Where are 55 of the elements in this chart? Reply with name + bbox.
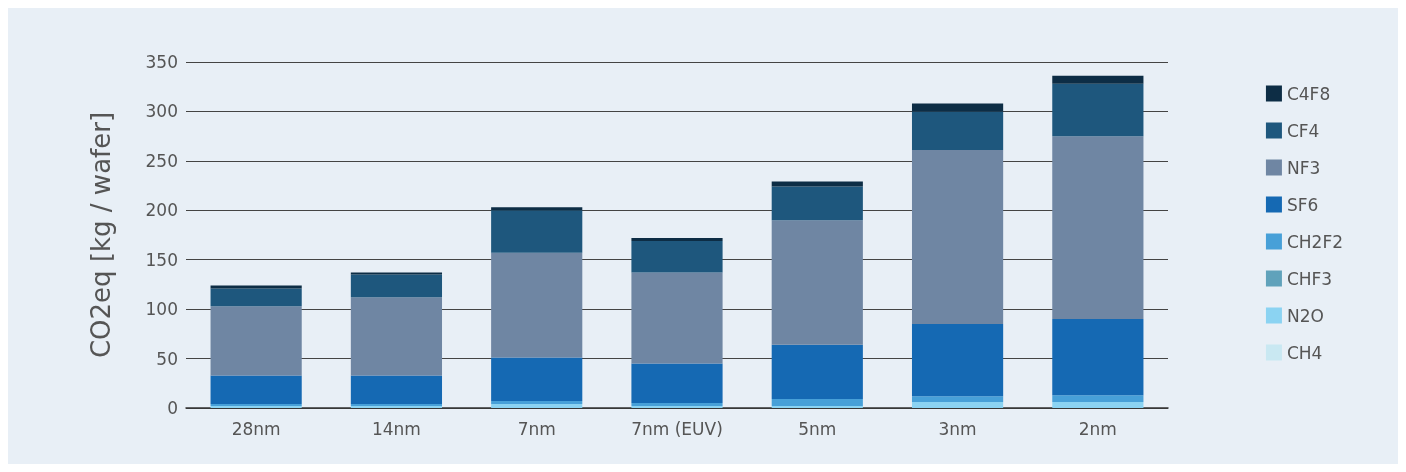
bar bbox=[210, 285, 302, 289]
bar bbox=[1052, 319, 1144, 396]
y-tick-label: 50 bbox=[156, 348, 178, 369]
bar bbox=[350, 297, 443, 376]
x-tick-label: 3nm bbox=[938, 418, 977, 439]
bar bbox=[491, 357, 583, 402]
bar bbox=[1052, 395, 1144, 403]
bar bbox=[631, 237, 723, 241]
y-tick-label: 100 bbox=[145, 299, 178, 320]
y-tick-label: 0 bbox=[167, 398, 178, 418]
y-tick-label: 200 bbox=[145, 200, 178, 221]
bar bbox=[771, 399, 863, 407]
x-tick-label: 5nm bbox=[798, 418, 837, 439]
bar bbox=[210, 306, 302, 376]
bar bbox=[491, 210, 583, 253]
legend-label: CH4 bbox=[1286, 342, 1323, 363]
bar bbox=[771, 344, 863, 400]
bar bbox=[911, 402, 1004, 408]
legend-label: C4F8 bbox=[1286, 83, 1331, 104]
bar bbox=[631, 272, 723, 364]
y-tick-label: 250 bbox=[145, 150, 178, 171]
legend-label: SF6 bbox=[1286, 194, 1319, 215]
legend-label: NF3 bbox=[1286, 157, 1321, 178]
bar bbox=[350, 375, 443, 405]
bar bbox=[350, 274, 443, 298]
legend-label: CHF3 bbox=[1286, 268, 1333, 289]
bar bbox=[771, 186, 863, 221]
bar bbox=[1052, 402, 1144, 408]
x-tick-label: 2nm bbox=[1078, 418, 1117, 439]
bar bbox=[631, 363, 723, 404]
bar bbox=[1052, 136, 1144, 320]
bar bbox=[210, 375, 302, 405]
x-tick-label: 7nm bbox=[517, 418, 556, 439]
bar bbox=[771, 220, 863, 345]
legend-label: CH2F2 bbox=[1286, 231, 1344, 252]
bar bbox=[1052, 83, 1144, 137]
y-tick-label: 150 bbox=[145, 249, 178, 270]
bar bbox=[911, 396, 1004, 403]
bar bbox=[491, 252, 583, 358]
bar bbox=[1052, 75, 1144, 84]
legend-label: CF4 bbox=[1286, 120, 1320, 141]
bar bbox=[491, 207, 583, 211]
x-tick-label: 7nm (EUV) bbox=[631, 418, 723, 439]
bar bbox=[911, 149, 1004, 324]
x-tick-label: 28nm bbox=[231, 418, 281, 439]
y-tick-label: 350 bbox=[145, 52, 178, 72]
bar bbox=[911, 323, 1004, 397]
y-axis-title: CO2eq [kg / wafer] bbox=[86, 111, 116, 359]
bar bbox=[911, 111, 1004, 150]
x-tick-label: 14nm bbox=[371, 418, 421, 439]
bar bbox=[631, 240, 723, 273]
y-tick-label: 300 bbox=[145, 101, 178, 122]
bar bbox=[771, 181, 863, 187]
bar bbox=[210, 288, 302, 307]
legend-label: N2O bbox=[1286, 305, 1324, 326]
